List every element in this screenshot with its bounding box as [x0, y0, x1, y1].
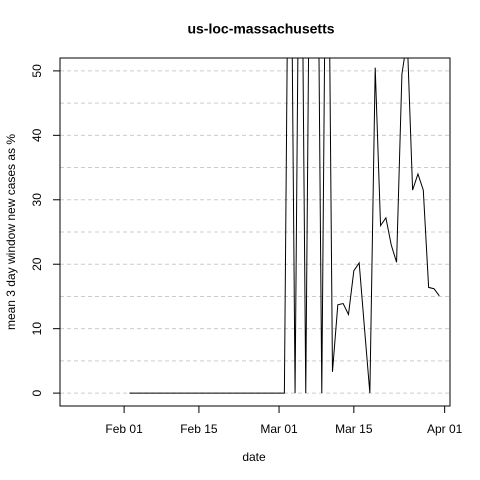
y-axis-label: mean 3 day window new cases as % [4, 134, 18, 330]
x-tick-label: Apr 01 [427, 422, 463, 436]
x-tick-label: Feb 01 [105, 422, 143, 436]
chart-title: us-loc-massachusetts [187, 21, 334, 37]
y-tick-label: 20 [30, 257, 44, 271]
y-tick-label: 50 [30, 64, 44, 78]
y-tick-label: 40 [30, 128, 44, 142]
x-axis-label: date [242, 450, 266, 464]
plot-area [129, 58, 440, 394]
y-tick-label: 10 [30, 322, 44, 336]
series-line [129, 58, 440, 394]
plot-frame [59, 57, 451, 407]
x-tick-label: Mar 01 [260, 422, 298, 436]
y-tick-label: 0 [30, 389, 44, 396]
x-tick-label: Mar 15 [335, 422, 373, 436]
y-tick-label: 30 [30, 193, 44, 207]
x-tick-label: Feb 15 [180, 422, 218, 436]
